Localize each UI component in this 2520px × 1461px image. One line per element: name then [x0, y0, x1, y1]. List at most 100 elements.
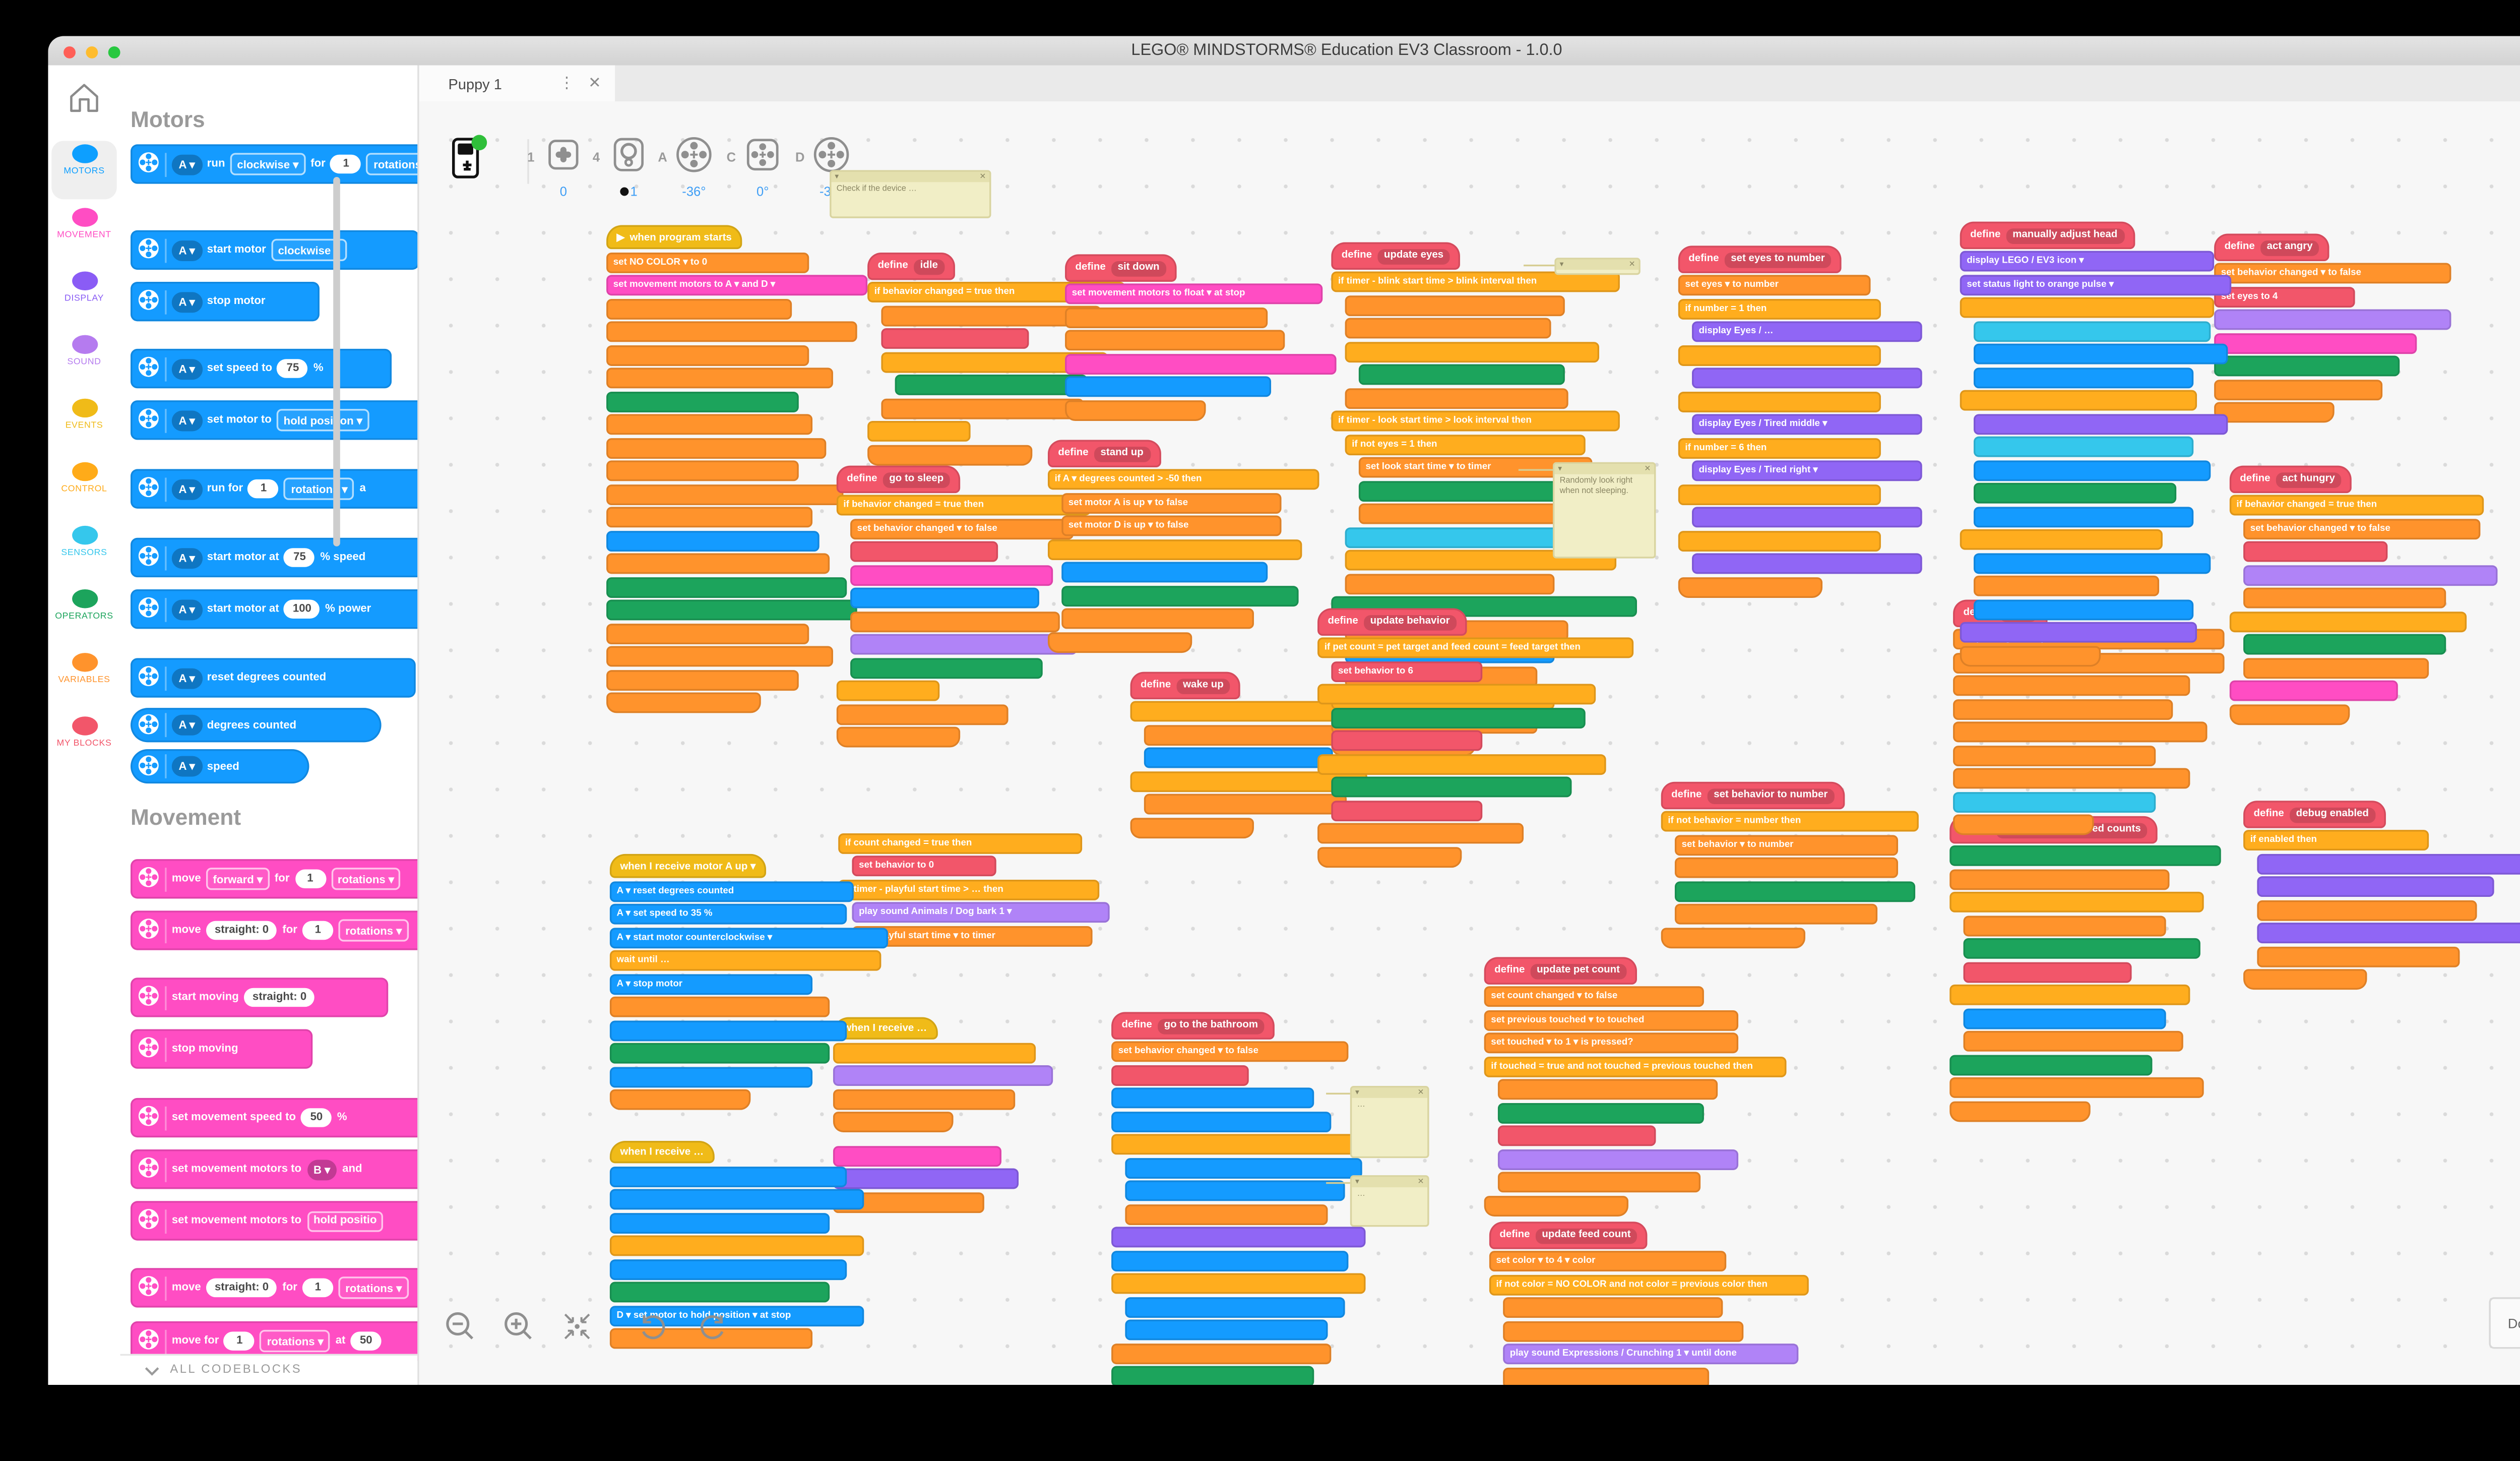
port-1-status[interactable]: 0: [541, 136, 586, 199]
home-icon[interactable]: [67, 81, 101, 115]
code-block-og[interactable]: [1065, 330, 1285, 351]
script-hat-define-update-feed-count[interactable]: define update feed count: [1489, 1221, 1648, 1249]
code-block-pk[interactable]: [2214, 332, 2417, 353]
script-define-update-pet-count[interactable]: define update pet count set count changed …: [1484, 950, 1787, 1216]
code-block-pu[interactable]: [1973, 413, 2228, 434]
code-block-og[interactable]: set behavior ▾ to number: [1674, 834, 1899, 855]
code-block-og[interactable]: [1678, 576, 1823, 597]
palette-scrollbar[interactable]: [333, 177, 340, 546]
code-block-og[interactable]: [606, 321, 857, 342]
script-hat-program-start[interactable]: ▶ when program starts: [606, 225, 742, 250]
palette-block-motors-4[interactable]: A ▾ set motor to hold position ▾: [131, 400, 418, 440]
zoom-in-button[interactable]: [501, 1309, 536, 1344]
palette-block-motors-10[interactable]: A ▾ speed: [131, 749, 309, 784]
code-block-my[interactable]: [1963, 961, 2132, 982]
code-block-pu[interactable]: [1692, 553, 1922, 574]
code-block-og[interactable]: [1144, 794, 1347, 815]
sidebar-item-variables[interactable]: VARIABLES: [51, 649, 117, 708]
code-block-og[interactable]: [1674, 857, 1899, 878]
code-block-my[interactable]: [1111, 1064, 1249, 1085]
palette-block-motors-6[interactable]: A ▾ start motor at 75 % speed: [131, 537, 418, 578]
dropdown[interactable]: hold positio: [306, 1210, 384, 1231]
script-hat-define-act-angry[interactable]: define act angry: [2214, 232, 2330, 261]
code-block-og[interactable]: [1061, 608, 1254, 629]
note-close-icon[interactable]: ✕: [1417, 1177, 1424, 1186]
code-block-gr[interactable]: [1331, 707, 1586, 728]
code-block-my[interactable]: [881, 328, 1029, 349]
code-block-og[interactable]: [1345, 294, 1565, 316]
script-define-go-to-the-bathroom[interactable]: define go to the bathroom set behavior cha…: [1111, 1005, 1366, 1385]
code-block-cy[interactable]: [1973, 320, 2211, 341]
palette-block-movement-3[interactable]: stop moving: [131, 1029, 313, 1069]
note-collapse-icon[interactable]: ▾: [835, 171, 839, 180]
code-block-pu[interactable]: [2257, 923, 2520, 944]
code-block-og[interactable]: [2257, 946, 2460, 967]
code-block-bl[interactable]: [1973, 459, 2211, 480]
script-define-debug[interactable]: define debug enabled if enabled then: [2243, 794, 2520, 990]
dropdown[interactable]: rotations ▾: [284, 477, 355, 500]
code-block-gr[interactable]: [1111, 1366, 1314, 1385]
code-block-my[interactable]: [1331, 730, 1483, 751]
code-block-og[interactable]: set NO COLOR ▾ to 0: [606, 252, 809, 273]
dropdown[interactable]: clockwise ▾: [230, 153, 306, 175]
port-dropdown[interactable]: A ▾: [171, 358, 202, 379]
value-input[interactable]: 1: [302, 921, 334, 940]
code-block-og[interactable]: [2257, 899, 2477, 921]
code-block-bl[interactable]: [1973, 506, 2194, 527]
tab-puppy-1[interactable]: Puppy 1 ⋮ ✕: [417, 65, 615, 102]
script-define-act-angry[interactable]: define act angry set behavior changed ▾ to…: [2214, 227, 2451, 423]
dropdown[interactable]: forward ▾: [206, 868, 270, 890]
code-block-pu[interactable]: display Eyes / Tired right ▾: [1692, 460, 1922, 481]
code-block-og[interactable]: [606, 344, 809, 366]
code-block-bl[interactable]: [609, 1258, 847, 1280]
traffic-minimize-button[interactable]: [86, 45, 98, 58]
port-dropdown[interactable]: B ▾: [306, 1159, 337, 1180]
code-block-bl[interactable]: [1111, 1250, 1349, 1271]
code-block-my[interactable]: set eyes to 4: [2214, 286, 2355, 307]
sidebar-item-display[interactable]: DISPLAY: [51, 268, 117, 327]
code-block-og[interactable]: [606, 298, 792, 319]
code-block-og[interactable]: [1484, 1195, 1628, 1216]
code-block-or[interactable]: if not color = NO COLOR and not color = …: [1489, 1274, 1809, 1295]
code-block-og[interactable]: [2243, 969, 2367, 990]
code-block-og[interactable]: set behavior changed ▾ to false: [2243, 518, 2481, 539]
port-dropdown[interactable]: A ▾: [171, 598, 202, 620]
code-block-or[interactable]: if not behavior = number then: [1661, 811, 1919, 832]
code-block-or[interactable]: if A ▾ degrees counted > -50 then: [1047, 469, 1319, 490]
dropdown[interactable]: rotations ▾: [260, 1329, 331, 1353]
code-block-or[interactable]: [1678, 344, 1881, 366]
code-block-bl[interactable]: A ▾ reset degrees counted: [609, 880, 854, 901]
sidebar-item-sound[interactable]: SOUND: [51, 332, 117, 390]
code-block-bl[interactable]: A ▾ stop motor: [609, 973, 813, 994]
code-block-og[interactable]: [1345, 318, 1551, 339]
script-hat-receive-substack[interactable]: when I receive …: [833, 1017, 937, 1040]
code-block-pu[interactable]: [1692, 507, 1922, 528]
palette-block-motors-2[interactable]: A ▾ stop motor: [131, 281, 320, 322]
code-block-og[interactable]: [1661, 927, 1805, 948]
code-block-so[interactable]: [833, 1065, 1053, 1086]
code-block-so[interactable]: [2214, 309, 2451, 330]
code-block-gr[interactable]: [1949, 845, 2221, 866]
palette-block-movement-0[interactable]: move forward ▾ for 1 rotations ▾: [131, 859, 418, 899]
code-block-or[interactable]: [1111, 1273, 1366, 1294]
traffic-zoom-button[interactable]: [108, 45, 120, 58]
code-block-bl[interactable]: [1111, 1087, 1314, 1109]
code-block-bl[interactable]: [609, 1212, 830, 1233]
code-block-pu[interactable]: display Eyes / Tired middle ▾: [1692, 414, 1922, 435]
code-block-gr[interactable]: [1963, 938, 2200, 959]
dropdown[interactable]: rotations ▾: [338, 1276, 409, 1299]
script-hat-receive-motor-a-up[interactable]: when I receive motor A up ▾: [609, 854, 766, 878]
code-block-bl[interactable]: [1125, 1157, 1362, 1178]
all-codeblocks-bar[interactable]: ALL CODEBLOCKS: [120, 1354, 418, 1385]
code-block-pu[interactable]: [1111, 1227, 1366, 1248]
script-define-act-hungry[interactable]: define act hungry if behavior changed = tr…: [2229, 459, 2498, 724]
code-block-og[interactable]: [1949, 1077, 2204, 1098]
sidebar-item-movement[interactable]: MOVEMENT: [51, 205, 117, 263]
code-block-gr[interactable]: [606, 391, 799, 412]
value-input[interactable]: 1: [248, 479, 279, 499]
sidebar-item-motors[interactable]: MOTORS: [51, 141, 117, 200]
code-block-og[interactable]: set color ▾ to 4 ▾ color: [1489, 1251, 1727, 1272]
code-block-or[interactable]: if behavior changed = true then: [836, 495, 1091, 516]
code-block-pk[interactable]: set movement motors to A ▾ and D ▾: [606, 275, 868, 296]
tab-close-icon[interactable]: ✕: [588, 74, 601, 91]
